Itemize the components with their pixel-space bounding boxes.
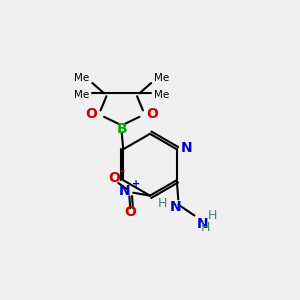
Text: B: B (116, 122, 127, 136)
Text: O: O (124, 205, 136, 219)
Text: -: - (119, 165, 124, 178)
Text: Me: Me (154, 73, 170, 83)
Text: N: N (170, 200, 182, 214)
Text: H: H (200, 221, 210, 234)
Text: Me: Me (154, 90, 170, 100)
Text: H: H (208, 209, 217, 222)
Text: O: O (85, 107, 97, 121)
Text: Me: Me (74, 73, 89, 83)
Text: +: + (132, 179, 140, 190)
Text: Me: Me (74, 90, 89, 100)
Text: H: H (158, 197, 167, 210)
Text: N: N (181, 141, 193, 155)
Text: O: O (146, 107, 158, 121)
Text: N: N (119, 184, 131, 198)
Text: N: N (197, 217, 208, 231)
Text: O: O (109, 171, 121, 185)
